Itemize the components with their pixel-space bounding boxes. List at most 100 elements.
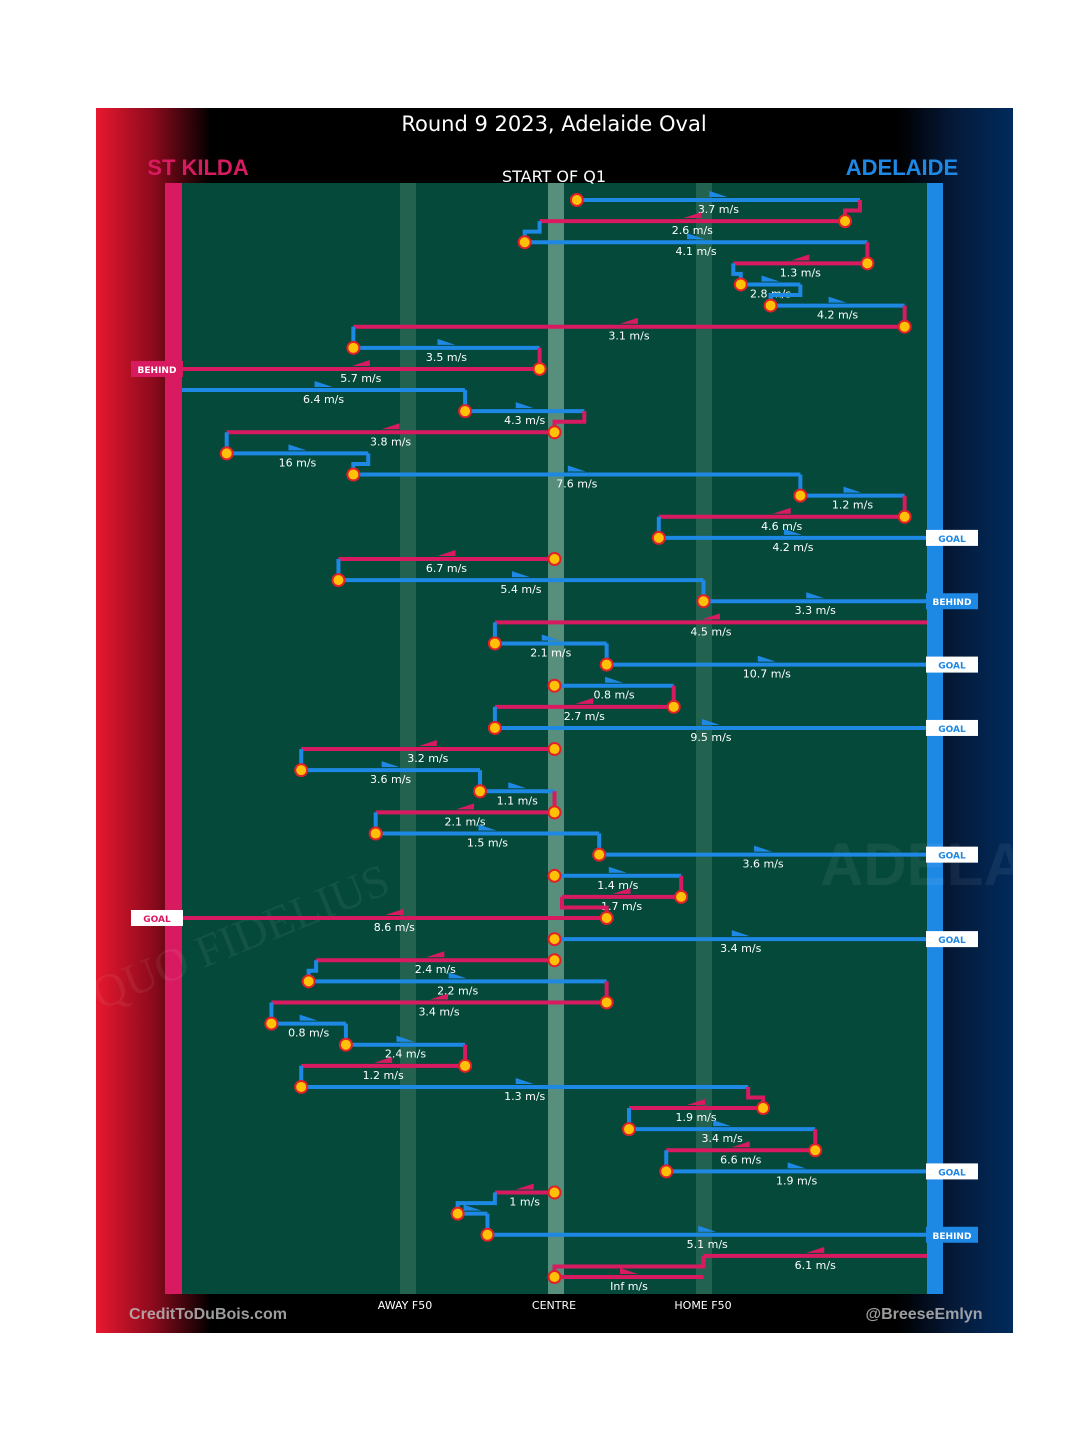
stoppage-marker	[756, 1101, 771, 1116]
stoppage-marker	[547, 868, 562, 883]
speed-label: 4.2 m/s	[817, 309, 858, 322]
speed-label: 2.6 m/s	[672, 224, 713, 237]
speed-label: 1.9 m/s	[776, 1174, 817, 1187]
chain-arrow	[418, 740, 437, 747]
stoppage-marker	[897, 319, 912, 334]
chain-arrow	[687, 1099, 706, 1106]
chain-arrow	[783, 528, 802, 535]
speed-label: 1.2 m/s	[832, 499, 873, 512]
stoppage-marker	[599, 911, 614, 925]
speed-label: 4.6 m/s	[761, 520, 802, 533]
chain-arrow	[806, 592, 825, 599]
stoppage-marker	[733, 277, 748, 292]
speed-label: 5.7 m/s	[340, 372, 381, 385]
speed-label: 3.6 m/s	[370, 773, 411, 786]
stoppage-marker	[547, 805, 562, 820]
chain-arrow	[511, 571, 530, 578]
chart-title: Round 9 2023, Adelaide Oval	[401, 112, 706, 136]
result-badge	[926, 593, 978, 610]
stoppage-marker	[487, 720, 502, 735]
result-badge	[926, 1163, 978, 1180]
speed-label: 3.8 m/s	[370, 435, 411, 448]
chain-arrow	[374, 1056, 393, 1063]
stoppage-marker	[763, 298, 778, 313]
chain-arrow	[608, 866, 627, 873]
stoppage-marker	[860, 256, 875, 271]
chain-arrow	[515, 1183, 534, 1190]
speed-label: 2.1 m/s	[445, 815, 486, 828]
speed-label: 4.2 m/s	[772, 541, 813, 554]
result-badge-label: GOAL	[938, 1168, 966, 1178]
chain-arrow	[754, 845, 773, 852]
stoppage-marker	[480, 1227, 495, 1242]
centre-line	[548, 183, 564, 1294]
stoppage-marker	[599, 995, 614, 1010]
stoppage-marker	[696, 594, 711, 609]
result-badge-label: GOAL	[938, 936, 966, 946]
stoppage-marker	[599, 657, 614, 672]
axis-label-centre: CENTRE	[532, 1299, 576, 1312]
speed-label: 6.1 m/s	[795, 1259, 836, 1272]
speed-label: 3.3 m/s	[795, 604, 836, 617]
result-badge	[131, 910, 183, 926]
chain-arrow	[426, 951, 445, 958]
chain-arrow	[757, 655, 776, 662]
chain-arrow	[687, 233, 706, 240]
chain-arrow	[731, 1141, 750, 1148]
result-badge	[926, 846, 978, 863]
result-badge-label: GOAL	[143, 915, 171, 925]
stoppage-marker	[532, 361, 547, 376]
stoppage-marker	[301, 974, 316, 989]
stoppage-marker	[808, 1143, 823, 1158]
left-goal-line	[165, 183, 182, 1294]
chain-arrow	[731, 930, 750, 937]
speed-label: 6.7 m/s	[426, 562, 467, 575]
speed-label: 3.5 m/s	[426, 351, 467, 364]
result-badge-label: GOAL	[938, 725, 966, 735]
chain-arrow	[701, 718, 720, 725]
result-badge	[926, 719, 978, 736]
speed-label: 9.5 m/s	[690, 731, 731, 744]
speed-label: 5.1 m/s	[687, 1238, 728, 1251]
axis-label-home-f50: HOME F50	[674, 1299, 731, 1312]
chain-arrow	[508, 782, 527, 789]
chain-arrow	[437, 338, 456, 345]
quarter-label: START OF Q1	[502, 167, 606, 186]
chain-arrow	[515, 402, 534, 409]
right-goal-line	[927, 183, 943, 1294]
stoppage-marker	[294, 1079, 309, 1094]
chain-arrow	[761, 275, 780, 282]
stoppage-marker	[897, 509, 912, 524]
stoppage-marker	[569, 193, 584, 207]
result-badge	[926, 931, 978, 948]
speed-label: 1.3 m/s	[504, 1090, 545, 1103]
chain-arrow	[541, 634, 560, 641]
stoppage-marker	[547, 953, 562, 968]
speed-label: 8.6 m/s	[374, 921, 415, 934]
result-badge	[926, 529, 978, 546]
chain-arrow	[713, 1120, 732, 1127]
chain-arrow	[314, 381, 333, 388]
speed-label: 1.3 m/s	[780, 266, 821, 279]
credit-right: @BreeseEmlyn	[866, 1306, 983, 1323]
chain-arrow	[288, 444, 307, 451]
stoppage-marker	[368, 826, 383, 841]
result-badge	[131, 360, 183, 377]
result-badge	[926, 1226, 978, 1243]
chain-arrow	[806, 1246, 825, 1253]
stoppage-marker	[674, 889, 689, 904]
speed-label: Inf m/s	[610, 1280, 648, 1293]
result-badge-label: GOAL	[938, 662, 966, 672]
chain-arrow	[620, 1268, 638, 1274]
speed-label: 4.5 m/s	[690, 625, 731, 638]
speed-label: 1.5 m/s	[467, 837, 508, 850]
chains-layer: 3.7 m/s2.6 m/s4.1 m/s1.3 m/s2.8 m/s4.2 m…	[131, 191, 978, 1293]
speed-label: 2.7 m/s	[564, 710, 605, 723]
speed-label: 3.4 m/s	[418, 1005, 459, 1018]
stoppage-marker	[622, 1122, 636, 1137]
chain-arrow	[381, 423, 400, 430]
chain-arrow	[791, 254, 810, 261]
stoppage-marker	[666, 699, 681, 714]
chain-arrow	[787, 1162, 806, 1169]
